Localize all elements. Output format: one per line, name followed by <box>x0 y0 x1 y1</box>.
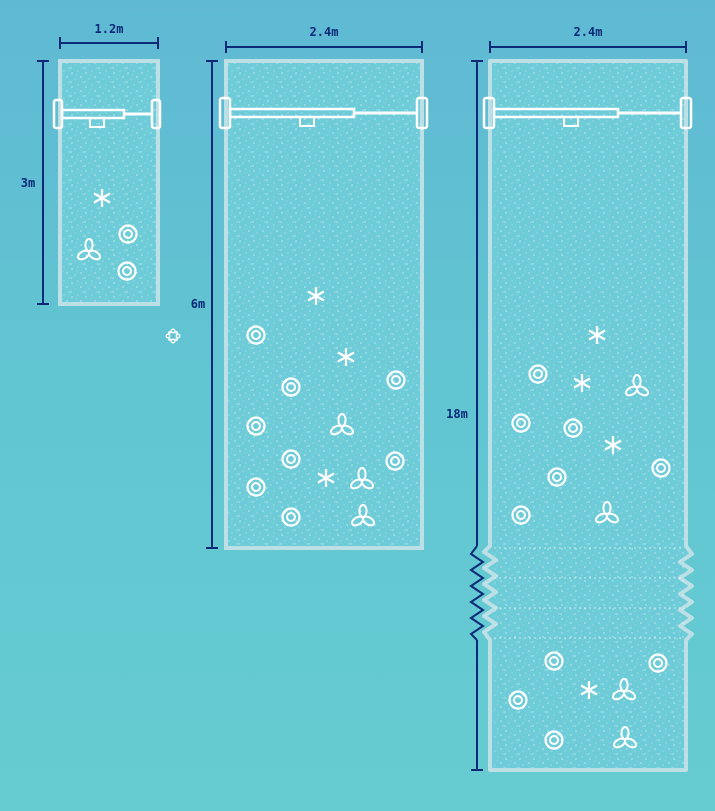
panel-medium: 2.4m 6m <box>191 25 429 550</box>
height-dimension: 6m <box>191 60 218 549</box>
width-label: 2.4m <box>574 25 603 39</box>
height-dimension: 3m <box>21 60 49 305</box>
width-label: 1.2m <box>95 22 124 36</box>
height-label: 18m <box>446 407 468 421</box>
panel-small: 1.2m 3m <box>21 22 162 306</box>
width-dimension: 2.4m <box>225 25 423 53</box>
roller-bar <box>482 96 693 130</box>
panel-large: 2.4m 18m <box>446 25 694 772</box>
height-dimension: 18m <box>446 60 485 771</box>
width-dimension: 2.4m <box>489 25 687 53</box>
width-label: 2.4m <box>310 25 339 39</box>
width-dimension: 1.2m <box>59 22 159 49</box>
height-label: 6m <box>191 297 205 311</box>
height-label: 3m <box>21 176 35 190</box>
break-marks <box>494 547 682 639</box>
small-flower-icon <box>165 328 181 344</box>
roller-bar <box>52 98 162 130</box>
roller-bar <box>218 96 429 130</box>
